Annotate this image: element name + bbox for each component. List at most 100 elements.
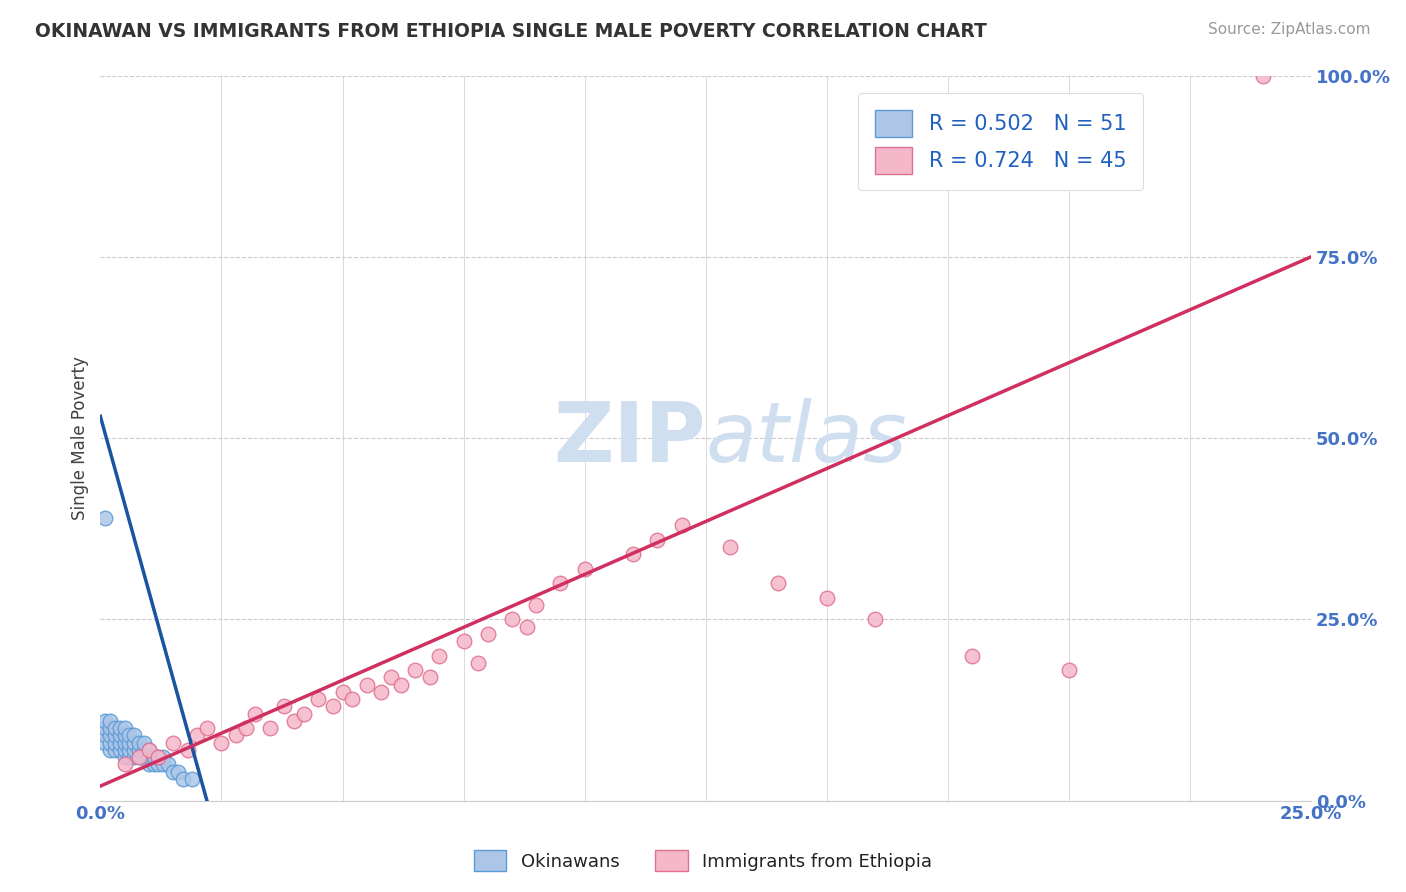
- Point: [128, 743, 150, 757]
- Point: [138, 743, 160, 757]
- Point: [132, 736, 155, 750]
- Point: [138, 743, 160, 757]
- Point: [138, 750, 160, 764]
- Point: [389, 677, 412, 691]
- Point: [104, 743, 127, 757]
- Point: [152, 757, 174, 772]
- Point: [245, 706, 267, 721]
- Point: [647, 533, 669, 547]
- Point: [118, 728, 141, 742]
- Point: [186, 728, 208, 742]
- Point: [467, 656, 489, 670]
- Point: [114, 757, 136, 772]
- Point: [98, 728, 121, 742]
- Point: [516, 619, 538, 633]
- Text: atlas: atlas: [706, 398, 907, 479]
- Point: [118, 736, 141, 750]
- Point: [118, 750, 141, 764]
- Point: [128, 750, 150, 764]
- Point: [370, 685, 392, 699]
- Point: [166, 764, 188, 779]
- Point: [108, 736, 131, 750]
- Text: OKINAWAN VS IMMIGRANTS FROM ETHIOPIA SINGLE MALE POVERTY CORRELATION CHART: OKINAWAN VS IMMIGRANTS FROM ETHIOPIA SIN…: [35, 22, 987, 41]
- Point: [225, 728, 247, 742]
- Point: [114, 750, 136, 764]
- Point: [322, 699, 344, 714]
- Text: Source: ZipAtlas.com: Source: ZipAtlas.com: [1208, 22, 1371, 37]
- Point: [865, 612, 887, 626]
- Point: [356, 677, 378, 691]
- Point: [768, 576, 790, 591]
- Point: [718, 540, 741, 554]
- Point: [340, 692, 363, 706]
- Point: [501, 612, 523, 626]
- Point: [1057, 663, 1080, 677]
- Point: [157, 757, 180, 772]
- Point: [104, 736, 127, 750]
- Point: [181, 772, 204, 786]
- Point: [108, 743, 131, 757]
- Point: [162, 764, 184, 779]
- Point: [148, 750, 170, 764]
- Legend: R = 0.502   N = 51, R = 0.724   N = 45: R = 0.502 N = 51, R = 0.724 N = 45: [858, 93, 1143, 191]
- Point: [283, 714, 305, 728]
- Point: [148, 757, 170, 772]
- Point: [138, 757, 160, 772]
- Point: [122, 728, 145, 742]
- Point: [259, 721, 281, 735]
- Point: [118, 743, 141, 757]
- Point: [108, 728, 131, 742]
- Point: [122, 743, 145, 757]
- Point: [209, 736, 232, 750]
- Point: [574, 561, 596, 575]
- Point: [114, 728, 136, 742]
- Point: [104, 721, 127, 735]
- Point: [235, 721, 257, 735]
- Point: [671, 518, 693, 533]
- Point: [152, 750, 174, 764]
- Point: [332, 685, 354, 699]
- Point: [1251, 69, 1274, 83]
- Point: [122, 750, 145, 764]
- Point: [960, 648, 983, 663]
- Point: [132, 750, 155, 764]
- Point: [94, 736, 117, 750]
- Point: [380, 670, 402, 684]
- Point: [162, 736, 184, 750]
- Point: [98, 743, 121, 757]
- Point: [419, 670, 441, 684]
- Point: [148, 750, 170, 764]
- Point: [128, 750, 150, 764]
- Point: [815, 591, 838, 605]
- Point: [114, 736, 136, 750]
- Point: [172, 772, 194, 786]
- Point: [94, 721, 117, 735]
- Legend: Okinawans, Immigrants from Ethiopia: Okinawans, Immigrants from Ethiopia: [467, 843, 939, 879]
- Point: [128, 736, 150, 750]
- Point: [142, 750, 165, 764]
- Point: [453, 634, 475, 648]
- Point: [524, 598, 547, 612]
- Point: [307, 692, 329, 706]
- Point: [98, 714, 121, 728]
- Point: [292, 706, 315, 721]
- Point: [98, 721, 121, 735]
- Point: [108, 721, 131, 735]
- Y-axis label: Single Male Poverty: Single Male Poverty: [72, 356, 89, 520]
- Point: [94, 728, 117, 742]
- Text: ZIP: ZIP: [553, 398, 706, 479]
- Point: [404, 663, 426, 677]
- Point: [94, 714, 117, 728]
- Point: [273, 699, 295, 714]
- Point: [427, 648, 450, 663]
- Point: [195, 721, 218, 735]
- Point: [132, 743, 155, 757]
- Point: [477, 627, 499, 641]
- Point: [550, 576, 572, 591]
- Point: [98, 736, 121, 750]
- Point: [114, 743, 136, 757]
- Point: [94, 511, 117, 525]
- Point: [122, 736, 145, 750]
- Point: [104, 728, 127, 742]
- Point: [621, 547, 644, 561]
